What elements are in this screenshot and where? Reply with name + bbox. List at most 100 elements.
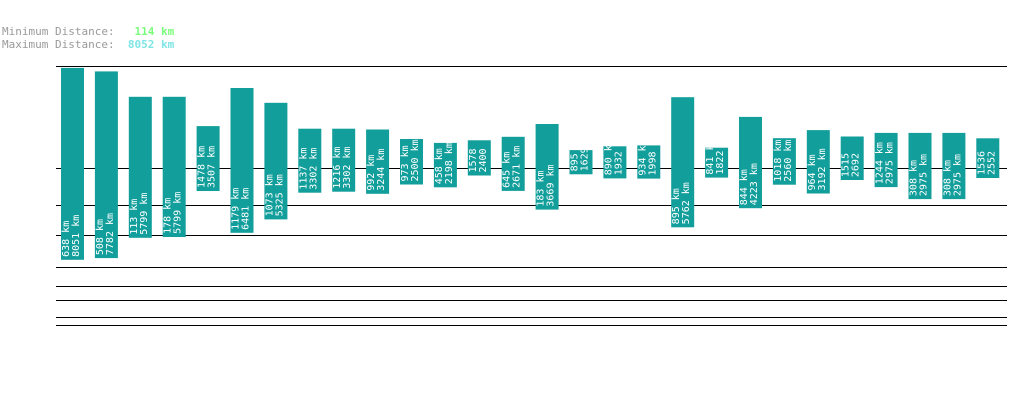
bar-max-label: 3244 km [376, 149, 387, 191]
bar [603, 146, 627, 179]
bar-group: 890 km 1932 km [603, 133, 627, 179]
bar-min-label: 1073 km [264, 174, 275, 216]
bar-min-label: 113 km [129, 199, 140, 235]
bar-min-label: 890 km [603, 139, 614, 175]
bar [569, 150, 593, 175]
bar [400, 139, 423, 185]
bar-group: 1018 km 2560 km [772, 138, 796, 185]
bar-group: 645 km 2671 km [501, 136, 525, 191]
bar-min-label: 1216 km [332, 147, 343, 189]
bar-min-label: 973 km [400, 145, 411, 181]
bar-group: 1179 km 6481 km [230, 88, 254, 233]
bar-group: 308 km 2975 km [908, 132, 932, 200]
bar-max-label: 4223 km [749, 163, 760, 205]
bar-min-label: 895 km [570, 135, 581, 171]
bar-group: 1578 2400 [467, 140, 491, 176]
bar [942, 132, 966, 200]
bar-group: 1216 km 3302 km [332, 128, 356, 192]
bar [332, 128, 356, 192]
bar-min-label: 844 km [739, 169, 750, 205]
bar [433, 142, 457, 188]
bar-max-label: 2671 km [512, 146, 523, 188]
bar [739, 116, 762, 209]
bar-group: 1536 2552 [976, 138, 1000, 178]
bar [94, 71, 118, 259]
bar [467, 140, 491, 176]
bar-max-label: 2975 km [919, 154, 930, 196]
bar-group: 508 km 7782 km [94, 71, 118, 259]
bar-group: 895 km 5762 km [671, 97, 695, 228]
bar-min-label: 992 km [366, 155, 377, 191]
bar-max-label: 3302 km [308, 148, 319, 190]
bar-max-label: 2400 [478, 148, 489, 172]
legend-min-row: Minimum Distance: 114 km [2, 25, 174, 38]
bar-min-label: 1018 km [773, 140, 784, 182]
bar [874, 132, 898, 188]
bar-max-label: 5325 km [274, 174, 285, 216]
bar-group: 844 km 4223 km [739, 116, 762, 209]
bar-group: 183 km 3669 km [535, 124, 559, 210]
bar [61, 67, 84, 260]
bar [196, 126, 220, 191]
bar-max-label: 2552 [986, 151, 997, 175]
bar-max-label: 3669 km [546, 164, 557, 206]
bar-min-label: 458 km [434, 148, 445, 184]
bar [840, 136, 864, 180]
bar [772, 138, 796, 185]
bar-group: 178 km 5799 km [162, 96, 186, 237]
bar-min-label: 508 km [95, 219, 106, 255]
legend: Minimum Distance: 114 km Maximum Distanc… [2, 25, 174, 51]
bar-max-label: 3507 km [207, 146, 218, 188]
bar-group: 1137 km 3302 km [298, 128, 322, 193]
bar-max-label: 2500 km [410, 139, 421, 181]
bar-min-label: 1578 [468, 148, 479, 172]
bar-max-label: 1822 km [715, 132, 726, 174]
bar-max-label: 1932 km [613, 133, 624, 175]
bar-group: 992 km 3244 km [366, 129, 390, 194]
legend-max-row: Maximum Distance: 8052 km [2, 38, 174, 51]
bar [806, 130, 830, 194]
bar-min-label: 934 km [637, 139, 648, 175]
bar-group: 638 km 8051 km [61, 67, 84, 260]
bar-group: 1073 km 5325 km [264, 102, 288, 220]
bar-max-label: 1629 km [580, 129, 591, 171]
legend-min-value: 114 km [134, 25, 175, 38]
bar-max-label: 3302 km [342, 147, 353, 189]
bar [366, 129, 390, 194]
bar [230, 88, 254, 233]
bar-max-label: 3192 km [817, 148, 828, 190]
bar [705, 147, 729, 178]
bar-max-label: 2198 km [444, 142, 455, 184]
bar-min-label: 1244 km [875, 142, 886, 184]
bar-group: 1244 km 2975 km [874, 132, 898, 188]
legend-max-value: 8052 km [127, 38, 175, 51]
legend-min-label: Minimum Distance: [2, 25, 115, 38]
bar-max-label: 5799 km [139, 193, 150, 235]
bar-group: 458 km 2198 km [433, 142, 457, 188]
bar-min-label: 1536 [976, 151, 987, 175]
bar-group: 841 k 1822 km [705, 132, 729, 178]
bar-min-label: 183 km [536, 170, 547, 206]
bar [298, 128, 322, 193]
bar-max-label: 1998 km [647, 133, 658, 175]
bar [637, 145, 661, 179]
bar-group: 1515 2692 [840, 136, 864, 180]
bar-group: 895 km 1629 km [569, 129, 593, 175]
bar-group: 308 km 2975 km [942, 132, 966, 200]
bar-max-label: 6481 km [241, 188, 252, 230]
bar [162, 96, 186, 237]
bar [501, 136, 525, 191]
legend-max-label: Maximum Distance: [2, 38, 115, 51]
bar-min-label: 638 km [61, 221, 72, 257]
bar-max-label: 2975 km [885, 142, 896, 184]
bar-min-label: 645 km [502, 152, 513, 188]
bar-max-label: 5799 km [173, 192, 184, 234]
bar-max-label: 8051 km [71, 215, 82, 257]
bar [128, 96, 152, 238]
bar-min-label: 308 km [909, 160, 920, 196]
bar [908, 132, 932, 200]
grid-lines [56, 66, 1007, 326]
bar-min-label: 1179 km [231, 188, 242, 230]
bar-min-label: 1478 km [197, 146, 208, 188]
bar-group: 934 km 1998 km [637, 133, 661, 179]
